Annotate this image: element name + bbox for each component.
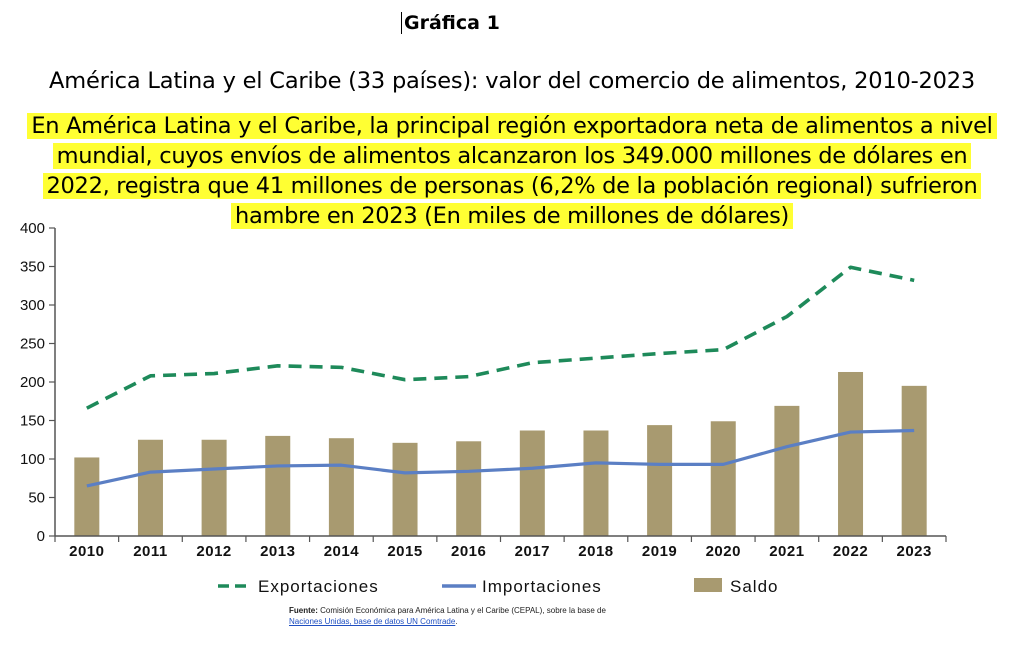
bar-saldo-2017 — [519, 430, 545, 536]
x-tick-label: 2021 — [769, 543, 804, 560]
legend-label: Saldo — [730, 577, 778, 596]
x-tick-label: 2011 — [133, 543, 168, 560]
bar-saldo-2012 — [201, 439, 227, 536]
legend-item-imports: Importaciones — [442, 577, 602, 596]
line-importaciones — [86, 428, 915, 488]
bar-saldo-2011 — [137, 439, 163, 536]
bar-saldo-2019 — [647, 425, 673, 536]
legend-item-exports: Exportaciones — [218, 577, 379, 596]
source-text: Comisión Económica para América Latina y… — [320, 606, 606, 615]
y-tick-label: 200 — [20, 374, 45, 391]
bar-saldo-2010 — [74, 457, 100, 536]
bar-saldo-2016 — [456, 441, 482, 536]
bar-saldo-2021 — [774, 405, 800, 536]
x-tick-label: 2017 — [515, 543, 550, 560]
subtitle-line: mundial, cuyos envíos de alimentos alcan… — [52, 143, 972, 169]
source-link[interactable]: Naciones Unidas, base de datos UN Comtra… — [289, 617, 456, 626]
legend-item-balance: Saldo — [694, 577, 778, 596]
x-tick-label: 2014 — [324, 543, 360, 560]
subtitle-line: En América Latina y el Caribe, la princi… — [27, 113, 997, 139]
x-tick-label: 2015 — [387, 543, 422, 560]
y-tick-label: 400 — [20, 220, 45, 237]
x-tick-label: 2023 — [896, 543, 931, 560]
source-end: . — [455, 617, 458, 626]
bar-saldo-2018 — [583, 430, 609, 536]
y-tick-label: 300 — [20, 297, 45, 314]
x-tick-label: 2010 — [69, 543, 104, 560]
x-tick-label: 2012 — [196, 543, 231, 560]
source-note: Fuente: Comisión Económica para América … — [289, 605, 606, 627]
x-tick-label: 2016 — [451, 543, 486, 560]
x-tick-label: 2020 — [706, 543, 741, 560]
x-tick-label: 2013 — [260, 543, 295, 560]
y-tick-label: 150 — [20, 413, 45, 430]
bar-saldo-2013 — [265, 435, 291, 536]
x-tick-label: 2022 — [833, 543, 868, 560]
legend: Exportaciones Importaciones Saldo — [218, 577, 778, 596]
x-tick-label: 2018 — [578, 543, 613, 560]
chart-title: América Latina y el Caribe (33 países): … — [49, 68, 975, 94]
subtitle-line: hambre en 2023 (En miles de millones de … — [231, 203, 793, 229]
y-tick-label: 50 — [28, 490, 45, 507]
legend-label: Importaciones — [482, 577, 602, 596]
y-tick-label: 0 — [37, 528, 45, 545]
bar-saldo-2022 — [838, 371, 864, 536]
y-tick-label: 100 — [20, 451, 45, 468]
source-label: Fuente: — [289, 606, 318, 615]
bar-layer — [74, 371, 927, 536]
subtitle-line: 2022, registra que 41 millones de person… — [42, 173, 982, 199]
x-tick-label: 2019 — [642, 543, 677, 560]
line-layer — [86, 265, 915, 488]
bar-saldo-2014 — [328, 438, 354, 536]
bar-saldo-2015 — [392, 442, 418, 536]
bar-saldo-2023 — [901, 385, 927, 536]
axes: 0 50 100 150 200 250 300 350 400 2010 2011 2012 2013… — [20, 220, 947, 560]
chart-subtitle: En América Latina y el Caribe, la princi… — [0, 111, 1024, 231]
bar-saldo-2020 — [710, 421, 736, 536]
legend-label: Exportaciones — [258, 577, 379, 596]
legend-swatch-saldo — [694, 578, 722, 592]
figure-label: Gráfica 1 — [401, 12, 500, 34]
y-tick-label: 250 — [20, 336, 45, 353]
line-exportaciones — [86, 265, 915, 410]
y-tick-label: 350 — [20, 259, 45, 276]
